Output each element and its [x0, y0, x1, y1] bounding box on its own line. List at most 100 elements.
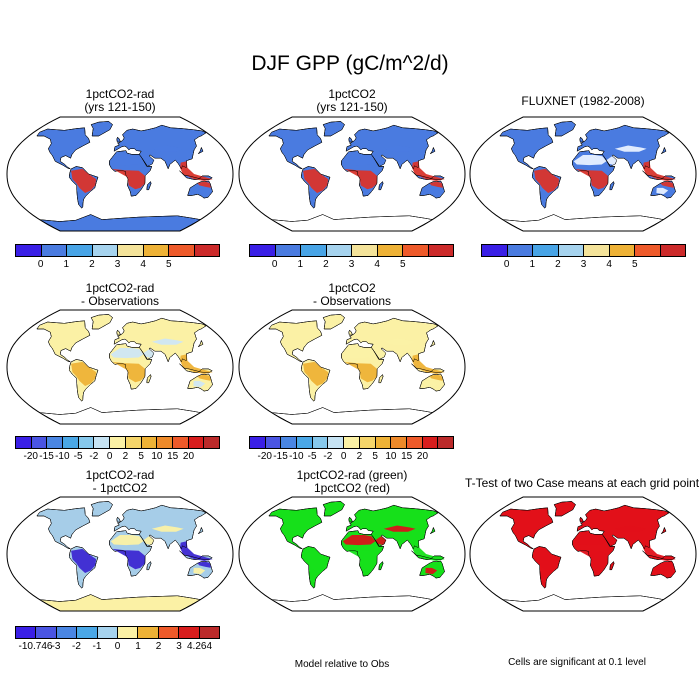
coastline-north-america	[36, 507, 91, 550]
note-model-relative: Model relative to Obs	[294, 659, 390, 670]
panel-title: 1pctCO2 (yrs 121-150)	[316, 87, 388, 114]
colorbar-swatch	[377, 245, 403, 256]
map-border	[6, 116, 234, 232]
coastline-uk	[348, 329, 353, 336]
colorbar-swatch	[428, 245, 453, 256]
coastline-north-america	[36, 320, 91, 363]
colorbar-tick-label: 5	[165, 259, 172, 270]
coastline-north-america	[499, 507, 554, 550]
map-svg	[238, 116, 466, 232]
colorbar-swatch	[41, 245, 67, 256]
note-significance: Cells are significant at 0.1 level	[508, 657, 646, 668]
colorbar-tick-label: -5	[73, 451, 83, 462]
region-arabia	[375, 349, 387, 359]
colorbar-tick-label: 1	[63, 259, 70, 270]
region-central-asia	[151, 338, 184, 345]
colorbar-tick-label: 20	[182, 451, 195, 462]
coastline-madagascar	[609, 181, 615, 191]
panel-ttest: T-Test of two Case means at each grid po…	[465, 469, 699, 659]
world-map	[5, 495, 235, 618]
colorbar-swatch	[92, 245, 118, 256]
coastline-australia	[419, 373, 445, 392]
coastline-australia	[419, 180, 445, 199]
colorbar-swatch	[94, 437, 111, 448]
colorbar-swatch	[403, 245, 429, 256]
colorbar-swatch	[359, 437, 376, 448]
panel-title: FLUXNET (1982-2008)	[521, 94, 645, 108]
colorbar-tick-label: 4	[140, 259, 146, 270]
region-sahara	[342, 535, 376, 546]
region-se-asia	[412, 541, 445, 561]
colorbar-tick-label: -10	[289, 451, 304, 462]
map-border	[469, 496, 697, 612]
colorbar-tick-label: 1	[529, 259, 536, 270]
region-arabia	[143, 536, 155, 546]
region-arabia	[375, 536, 387, 546]
map-svg	[238, 309, 466, 425]
colorbar-tick-label: -20	[257, 451, 272, 462]
colorbar-tick-label: 4	[374, 259, 380, 270]
colorbar-tick-label: 2	[122, 451, 129, 462]
region-arabia	[143, 156, 155, 166]
region-central-asia	[383, 145, 416, 152]
region-central-asia	[383, 338, 416, 345]
coastline-indonesia	[411, 550, 445, 560]
coastline-south-america	[300, 166, 331, 209]
region-se-asia	[643, 161, 676, 181]
colorbar-swatch	[250, 245, 276, 256]
region-se-asia	[180, 541, 213, 561]
coastline-north-america	[36, 127, 91, 170]
panel-title: 1pctCO2-rad - Observations	[80, 281, 160, 308]
colorbar-tick-label: 2	[555, 259, 561, 270]
coastline-eurasia	[345, 124, 439, 170]
coastline-africa	[341, 530, 385, 577]
colorbar-swatches	[249, 244, 454, 257]
panel-green-red: 1pctCO2-rad (green) 1pctCO2 (red)	[237, 469, 467, 659]
colorbar-tick-label: 0	[271, 259, 278, 270]
coastline-australia	[650, 560, 676, 579]
colorbar-tick-label: 2	[323, 259, 329, 270]
panel-fluxnet: FLUXNET (1982-2008)	[468, 85, 698, 275]
colorbar-swatch	[660, 245, 685, 256]
world-map	[237, 308, 467, 431]
region-amazon	[303, 548, 329, 573]
colorbar-tick-label: -1	[92, 641, 102, 652]
world-map	[5, 115, 235, 238]
colorbar-tick-label: -2	[72, 641, 81, 652]
panel-1pctco2-rad: 1pctCO2-rad (yrs 121-150)	[5, 85, 235, 275]
colorbar-tick-label: 0	[37, 259, 44, 270]
colorbar-swatch	[125, 437, 142, 448]
colorbar-swatch	[558, 245, 584, 256]
colorbar-swatches	[15, 626, 220, 639]
colorbar-tick-label: -10	[55, 451, 70, 462]
coastline-madagascar	[146, 374, 152, 384]
colorbar-tick-label: 1	[135, 641, 141, 652]
region-amazon	[71, 548, 97, 573]
coastline-eurasia	[576, 504, 670, 550]
colorbar-tick-label: 4.264	[186, 641, 213, 652]
colorbar-tick-label: 10	[385, 451, 397, 462]
coastline-africa	[109, 150, 153, 197]
panel-title: 1pctCO2-rad (yrs 121-150)	[84, 87, 156, 114]
coastline-greenland	[553, 501, 576, 517]
region-arabia	[606, 156, 618, 166]
colorbar-swatch	[63, 437, 79, 448]
colorbar-swatches	[481, 244, 686, 257]
coastline-australia	[419, 560, 445, 579]
coastline-africa	[572, 530, 616, 577]
region-inner-australia	[425, 187, 438, 195]
map-border	[238, 116, 466, 232]
colorbar-tick-label: 4	[606, 259, 612, 270]
colorbar-tick-label: -3	[51, 641, 61, 652]
coastline-madagascar	[378, 561, 384, 571]
coastline-eurasia	[576, 124, 670, 170]
coastline-greenland	[90, 121, 113, 137]
colorbar-swatch	[16, 627, 37, 638]
colorbar-tick-label: 5	[631, 259, 638, 270]
coastline-madagascar	[146, 561, 152, 571]
region-amazon	[534, 168, 560, 193]
coastline-madagascar	[146, 181, 152, 191]
region-sahara	[110, 535, 144, 546]
coastline-australia	[187, 560, 213, 579]
colorbar-swatch	[47, 437, 64, 448]
